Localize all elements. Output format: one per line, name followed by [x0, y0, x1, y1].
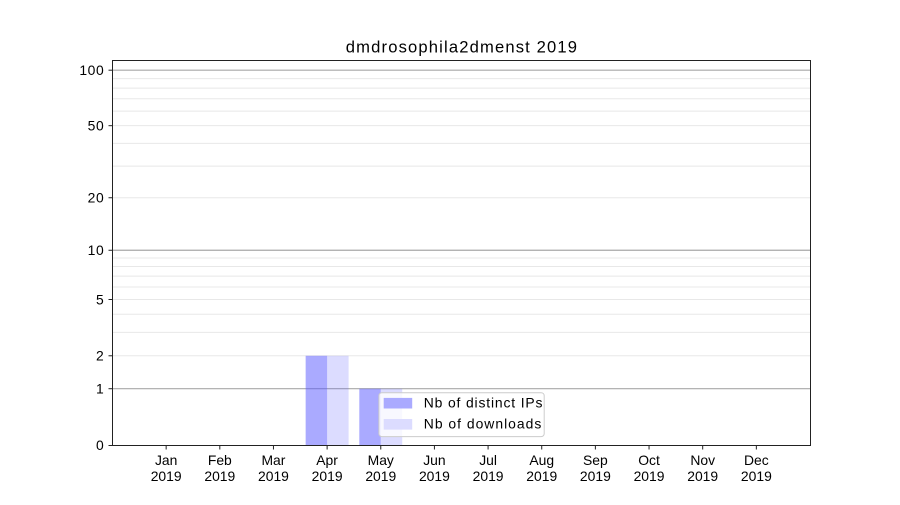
svg-text:2019: 2019 [741, 468, 772, 484]
svg-text:0: 0 [96, 437, 104, 453]
svg-text:Jun: Jun [423, 452, 445, 468]
svg-text:dmdrosophila2dmenst 2019: dmdrosophila2dmenst 2019 [346, 38, 578, 57]
svg-text:2019: 2019 [473, 468, 504, 484]
svg-text:Feb: Feb [208, 452, 232, 468]
svg-text:Nb of downloads: Nb of downloads [424, 416, 542, 432]
svg-text:50: 50 [88, 118, 105, 134]
svg-text:Mar: Mar [261, 452, 285, 468]
svg-text:2019: 2019 [258, 468, 289, 484]
svg-text:Sep: Sep [583, 452, 608, 468]
svg-text:Jan: Jan [155, 452, 177, 468]
svg-text:Aug: Aug [529, 452, 554, 468]
svg-text:Nov: Nov [690, 452, 715, 468]
svg-text:Jul: Jul [479, 452, 497, 468]
svg-text:10: 10 [88, 242, 105, 258]
svg-text:May: May [368, 452, 394, 468]
svg-text:2019: 2019 [526, 468, 557, 484]
svg-text:2019: 2019 [151, 468, 182, 484]
svg-text:2019: 2019 [312, 468, 343, 484]
svg-text:2019: 2019 [634, 468, 665, 484]
svg-text:Dec: Dec [744, 452, 769, 468]
svg-text:2: 2 [96, 348, 104, 364]
svg-text:20: 20 [88, 190, 105, 206]
svg-text:Oct: Oct [638, 452, 660, 468]
svg-text:2019: 2019 [419, 468, 450, 484]
svg-text:2019: 2019 [687, 468, 718, 484]
svg-text:1: 1 [96, 381, 104, 397]
svg-text:2019: 2019 [204, 468, 235, 484]
svg-text:100: 100 [79, 62, 104, 78]
svg-text:5: 5 [96, 291, 104, 307]
svg-text:2019: 2019 [580, 468, 611, 484]
svg-text:Nb of distinct IPs: Nb of distinct IPs [424, 395, 544, 411]
svg-text:Apr: Apr [316, 452, 338, 468]
svg-text:2019: 2019 [365, 468, 396, 484]
